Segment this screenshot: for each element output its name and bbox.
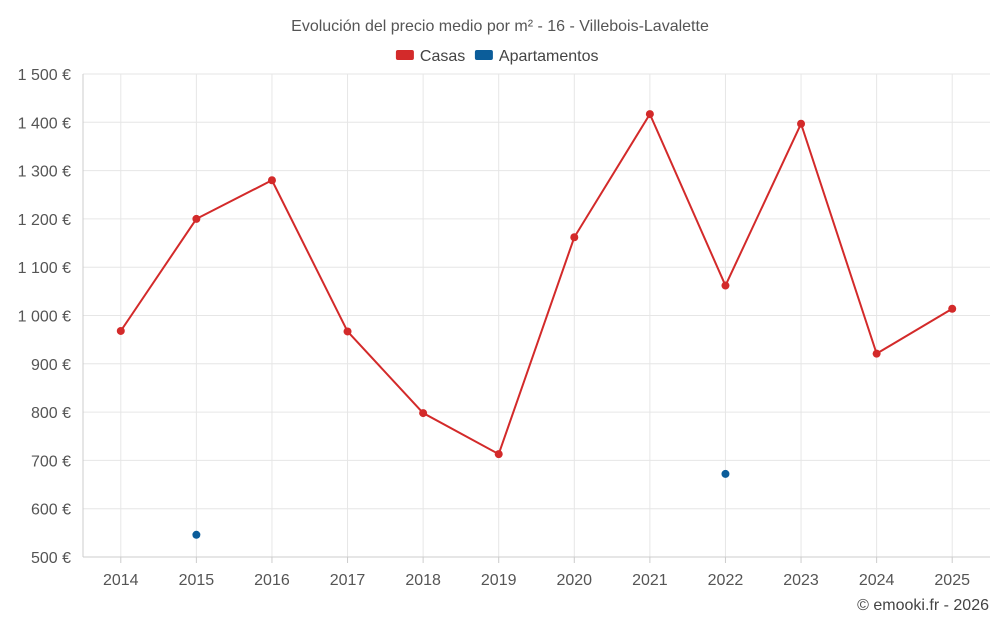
x-axis-ticks: 2014 2015 2016 2017 2018 2019 2020 2021 2022 2023… xyxy=(103,557,970,589)
legend-item-casas[interactable]: Casas xyxy=(395,48,465,65)
series-line xyxy=(119,111,953,456)
legend-label: Casas xyxy=(420,48,465,65)
data-point[interactable] xyxy=(570,233,579,242)
legend-swatch xyxy=(474,50,493,60)
data-point[interactable] xyxy=(721,469,730,478)
data-point[interactable] xyxy=(645,110,654,119)
y-tick-label: 500 € xyxy=(31,550,71,567)
y-tick-label: 700 € xyxy=(31,453,71,470)
x-tick-label: 2014 xyxy=(103,572,139,589)
x-tick-label: 2025 xyxy=(934,572,970,589)
data-point[interactable] xyxy=(116,326,125,335)
y-axis-ticks: 500 € 600 € 700 € 800 € 900 € 1 000 € 1 100 € 1… xyxy=(18,67,71,567)
y-tick-label: 1 300 € xyxy=(18,164,71,181)
x-tick-label: 2018 xyxy=(405,572,441,589)
data-point[interactable] xyxy=(192,530,201,539)
legend-label: Apartamentos xyxy=(499,48,599,65)
x-tick-label: 2019 xyxy=(481,572,517,589)
legend-item-apartamentos[interactable]: Apartamentos xyxy=(474,48,599,65)
x-tick-label: 2023 xyxy=(783,572,819,589)
y-tick-label: 600 € xyxy=(31,502,71,519)
series xyxy=(116,110,957,539)
x-tick-label: 2020 xyxy=(556,572,592,589)
data-point[interactable] xyxy=(494,450,503,459)
legend-swatch xyxy=(395,50,414,60)
x-tick-label: 2021 xyxy=(632,572,668,589)
y-tick-label: 900 € xyxy=(31,357,71,374)
credit-label: © emooki.fr - 2026 xyxy=(857,597,989,614)
data-point[interactable] xyxy=(797,119,806,128)
chart-title: Evolución del precio medio por m² - 16 -… xyxy=(291,18,709,35)
y-tick-label: 1 200 € xyxy=(18,212,71,229)
x-tick-label: 2015 xyxy=(179,572,215,589)
x-tick-label: 2016 xyxy=(254,572,290,589)
data-point[interactable] xyxy=(419,409,428,418)
data-point[interactable] xyxy=(192,214,201,223)
grid xyxy=(82,73,990,558)
y-tick-label: 1 000 € xyxy=(18,309,71,326)
x-tick-label: 2024 xyxy=(859,572,895,589)
series-apartamentos xyxy=(192,469,730,539)
data-point[interactable] xyxy=(721,281,730,290)
y-tick-label: 1 500 € xyxy=(18,67,71,84)
x-tick-label: 2022 xyxy=(708,572,744,589)
y-tick-label: 800 € xyxy=(31,405,71,422)
data-point[interactable] xyxy=(267,176,276,185)
data-point[interactable] xyxy=(872,349,881,358)
data-point[interactable] xyxy=(343,327,352,336)
x-tick-label: 2017 xyxy=(330,572,366,589)
y-tick-label: 1 100 € xyxy=(18,260,71,277)
series-casas xyxy=(116,110,957,459)
legend: Casas Apartamentos xyxy=(395,48,599,65)
y-tick-label: 1 400 € xyxy=(18,115,71,132)
data-point[interactable] xyxy=(948,304,957,313)
